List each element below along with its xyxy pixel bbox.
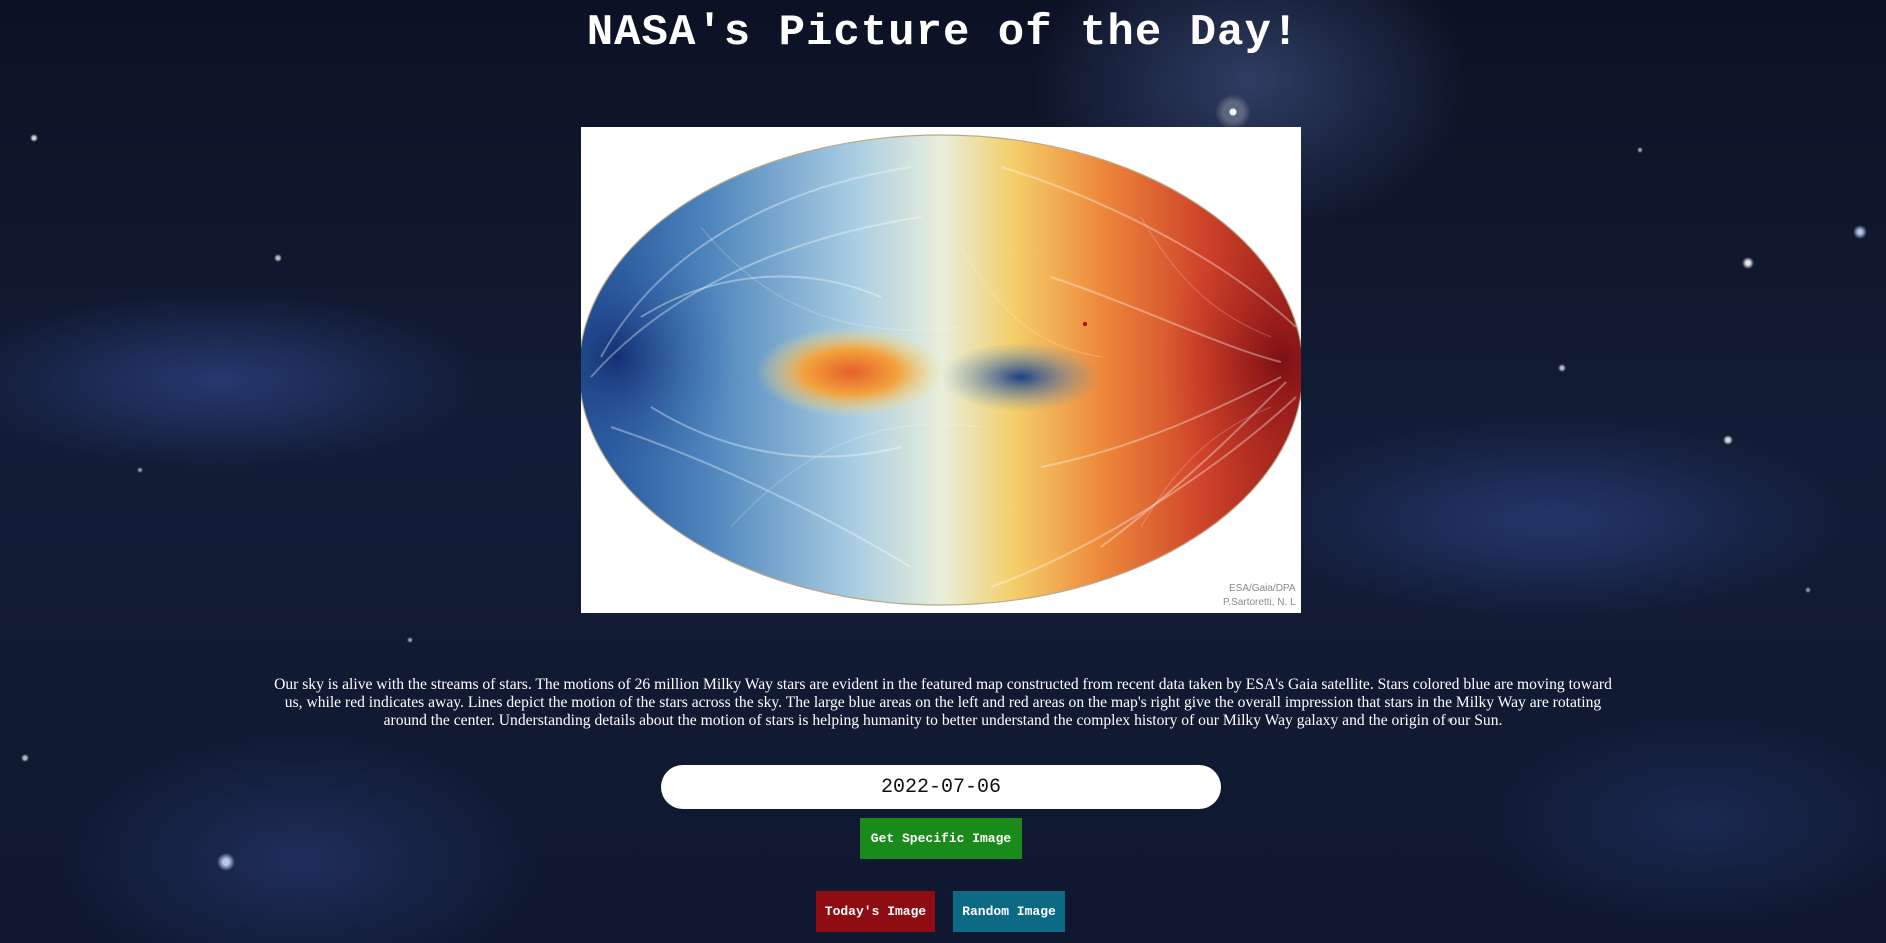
random-image-button[interactable]: Random Image	[953, 891, 1065, 932]
image-explanation: Our sky is alive with the streams of sta…	[274, 676, 1612, 729]
image-credit-line1: ESA/Gaia/DPA	[1229, 583, 1296, 594]
get-specific-image-button[interactable]: Get Specific Image	[860, 818, 1022, 859]
apod-image: ESA/Gaia/DPA P.Sartoretti, N. L	[581, 127, 1301, 613]
date-input[interactable]	[661, 765, 1221, 809]
todays-image-button[interactable]: Today's Image	[816, 891, 935, 932]
page-title: NASA's Picture of the Day!	[586, 8, 1300, 58]
image-credit-line2: P.Sartoretti, N. L	[1223, 597, 1296, 608]
